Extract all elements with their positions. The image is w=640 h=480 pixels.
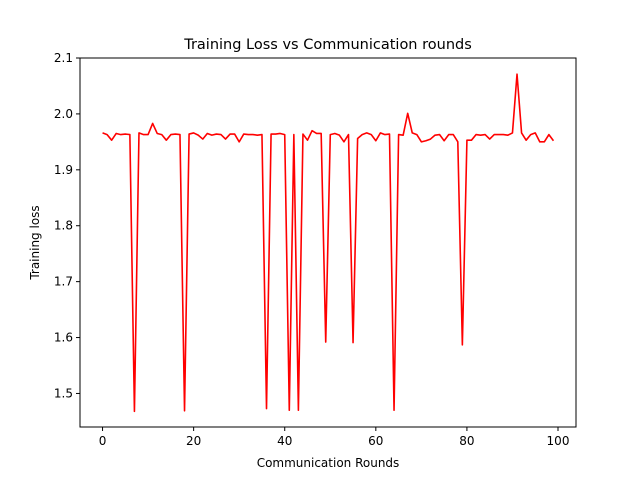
x-tick-label: 0 [99, 434, 107, 448]
y-tick-label: 1.5 [54, 386, 73, 400]
y-tick-label: 1.9 [54, 163, 73, 177]
y-tick-label: 1.7 [54, 275, 73, 289]
y-axis-title: Training loss [28, 205, 42, 280]
y-tick-label: 1.6 [54, 331, 73, 345]
x-tick-label: 20 [186, 434, 201, 448]
x-tick-label: 60 [368, 434, 383, 448]
y-tick-label: 1.8 [54, 219, 73, 233]
axis-ticks: 0 20 40 60 80 100 1.5 1.6 1.7 1.8 1.9 2.0 2.1 [54, 51, 570, 448]
loss-series-line [102, 73, 555, 413]
chart-title: Training Loss vs Communication rounds [183, 37, 472, 53]
x-tick-label: 40 [277, 434, 292, 448]
x-axis-title: Communication Rounds [257, 456, 400, 470]
y-tick-label: 2.0 [54, 107, 73, 121]
plot-frame [79, 57, 577, 428]
y-tick-label: 2.1 [54, 51, 73, 65]
x-tick-label: 80 [459, 434, 474, 448]
x-tick-label: 100 [547, 434, 570, 448]
plot-area [102, 73, 555, 413]
